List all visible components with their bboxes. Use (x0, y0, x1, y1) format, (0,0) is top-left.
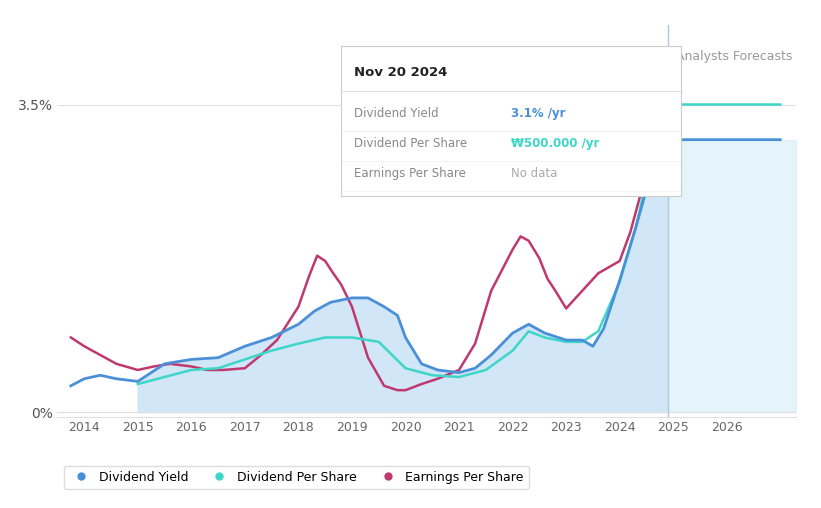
Text: Dividend Yield: Dividend Yield (355, 107, 439, 120)
Text: 3.1% /yr: 3.1% /yr (511, 107, 566, 120)
Text: Dividend Per Share: Dividend Per Share (355, 137, 467, 150)
Text: Earnings Per Share: Earnings Per Share (355, 167, 466, 180)
Text: Past: Past (637, 50, 663, 63)
Text: Nov 20 2024: Nov 20 2024 (355, 66, 447, 79)
Legend: Dividend Yield, Dividend Per Share, Earnings Per Share: Dividend Yield, Dividend Per Share, Earn… (64, 465, 529, 489)
Text: No data: No data (511, 167, 557, 180)
Text: ₩500.000 /yr: ₩500.000 /yr (511, 137, 599, 150)
Text: Analysts Forecasts: Analysts Forecasts (676, 50, 792, 63)
